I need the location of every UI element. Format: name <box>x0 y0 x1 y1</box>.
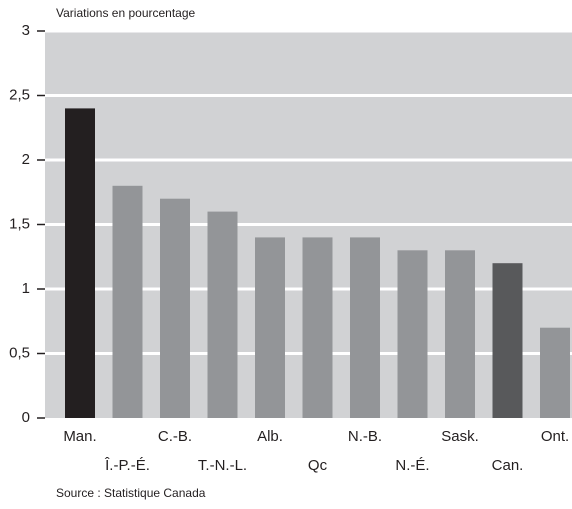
x-tick-label: Sask. <box>441 428 479 445</box>
y-tick-label: 0,5 <box>9 344 30 361</box>
bar <box>445 250 475 418</box>
bar <box>65 108 95 419</box>
y-tick-label: 2 <box>22 151 30 168</box>
y-tick-label: 1 <box>22 280 30 297</box>
bar <box>255 237 285 418</box>
x-tick-label: Ont. <box>541 428 569 445</box>
source-note: Source : Statistique Canada <box>56 486 206 500</box>
x-tick-label: Can. <box>492 457 524 474</box>
x-tick-label: C.-B. <box>158 428 192 445</box>
y-tick-label: 2,5 <box>9 86 30 103</box>
x-tick-label: N.-B. <box>348 428 382 445</box>
y-tick-label: 1,5 <box>9 215 30 232</box>
x-tick-label: Man. <box>63 428 96 445</box>
y-tick-label: 0 <box>22 409 30 426</box>
bar <box>397 250 428 418</box>
chart-title: Variations en pourcentage <box>56 6 196 20</box>
x-tick-label: Qc <box>308 457 328 474</box>
bar <box>207 211 238 418</box>
x-tick-label: N.-É. <box>395 457 429 474</box>
bar <box>492 263 523 418</box>
x-tick-label: Alb. <box>257 428 283 445</box>
bar <box>160 198 190 418</box>
bar <box>112 185 143 418</box>
bar <box>350 237 380 418</box>
bar <box>540 327 570 418</box>
x-tick-label: Î.-P.-É. <box>104 457 150 474</box>
x-tick-label: T.-N.-L. <box>198 457 247 474</box>
bar <box>302 237 333 418</box>
y-tick-label: 3 <box>22 22 30 39</box>
